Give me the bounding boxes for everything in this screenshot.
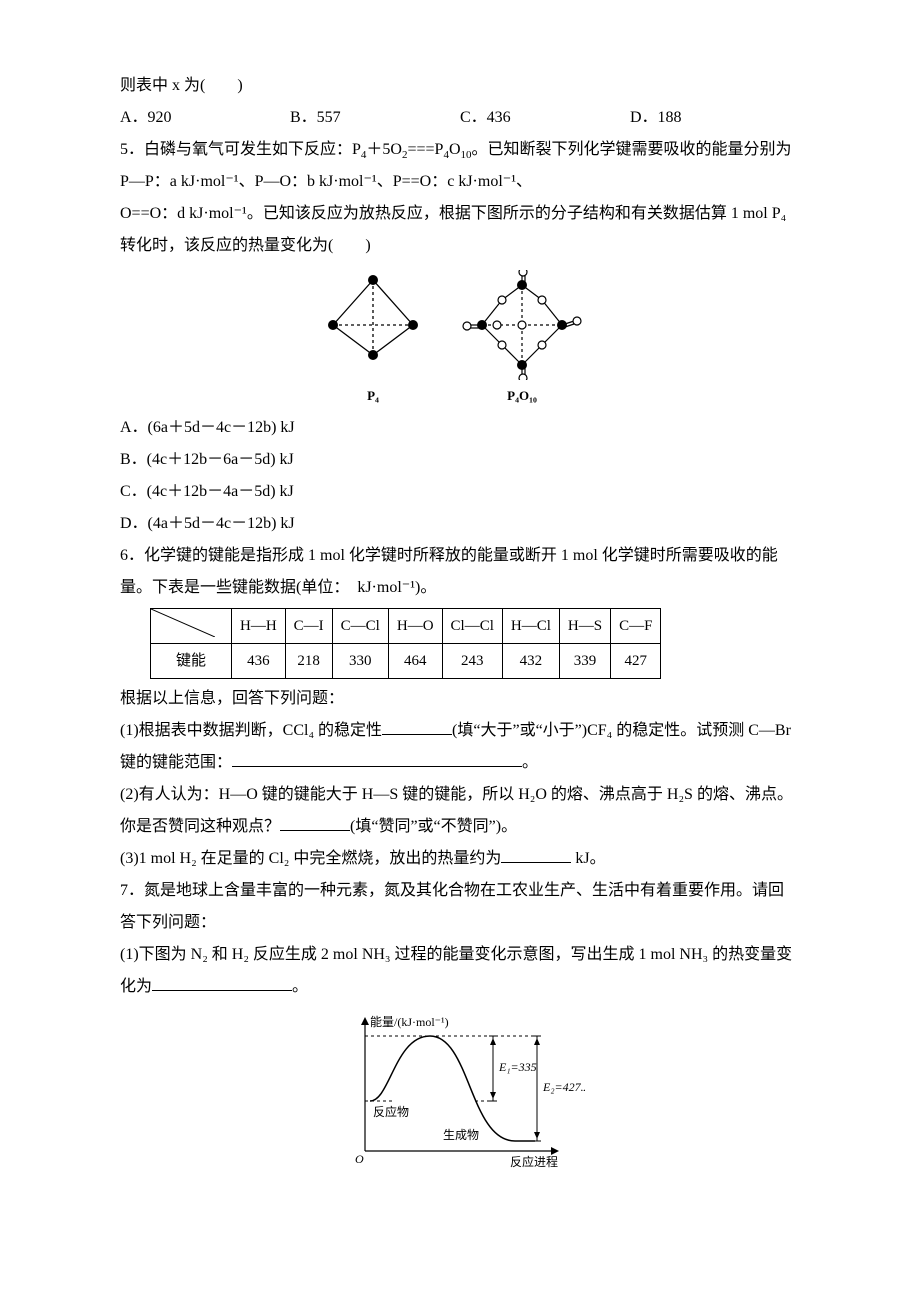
origin-label: O [355, 1152, 364, 1166]
table-data-row: 键能 436 218 330 464 243 432 339 427 [151, 644, 661, 679]
q5-opt-c: C．(4c＋12b－4a－5d) kJ [120, 476, 800, 508]
q6-p2: (2)有人认为：H—O 键的键能大于 H—S 键的键能，所以 H₂O 的熔、沸点… [120, 779, 800, 843]
q5-stem2: O==O：d kJ·mol⁻¹。已知该反应为放热反应，根据下图所示的分子结构和有… [120, 198, 800, 262]
e2-label: E₂=427.2 [542, 1080, 585, 1094]
q7-p1: (1)下图为 N₂ 和 H₂ 反应生成 2 mol NH₃ 过程的能量变化示意图… [120, 939, 800, 1003]
blank-5[interactable] [152, 974, 292, 991]
blank-4[interactable] [501, 846, 571, 863]
blank-1[interactable] [382, 718, 452, 735]
q5-stem: 5．白磷与氧气可发生如下反应：P4＋5O2===P4O10。已知断裂下列化学键需… [120, 134, 800, 198]
q4-options: A．920 B．557 C．436 D．188 [120, 102, 800, 134]
val-4: 243 [442, 644, 502, 679]
hdr-1: C—I [285, 609, 332, 644]
val-2: 330 [332, 644, 388, 679]
q7-chart: 能量/(kJ·mol⁻¹) E₁=335 E₂=427.2 反应物 生成物 反应… [120, 1011, 800, 1171]
val-5: 432 [502, 644, 559, 679]
val-1: 218 [285, 644, 332, 679]
q7-intro: 7．氮是地球上含量丰富的一种元素，氮及其化合物在工农业生产、生活中有着重要作用。… [120, 875, 800, 939]
reactant-label: 反应物 [373, 1104, 409, 1119]
q6-num: 6． [120, 547, 144, 564]
q6-table: H—H C—I C—Cl H—O Cl—Cl H—Cl H—S C—F 键能 4… [150, 608, 661, 679]
hdr-3: H—O [388, 609, 442, 644]
q6-intro: 6．化学键的键能是指形成 1 mol 化学键时所释放的能量或断开 1 mol 化… [120, 540, 800, 604]
val-0: 436 [232, 644, 286, 679]
e1-label: E₁=335 [498, 1060, 537, 1074]
q5-figure: P₄ P₄O₁₀ [120, 270, 800, 412]
fig-label-p4o10: P₄O₁₀ [437, 383, 607, 409]
hdr-7: C—F [611, 609, 661, 644]
xlabel: 反应进程 [510, 1154, 558, 1169]
val-6: 339 [559, 644, 610, 679]
hdr-0: H—H [232, 609, 286, 644]
p4-diagram [313, 270, 433, 380]
q4-opt-b: B．557 [290, 102, 460, 134]
q5-opt-b: B．(4c＋12b－6a－5d) kJ [120, 444, 800, 476]
q6-after-table: 根据以上信息，回答下列问题： [120, 683, 800, 715]
q4-tail-text: 则表中 x 为( ) [120, 77, 243, 94]
q6-p3: (3)1 mol H₂ 在足量的 Cl₂ 中完全燃烧，放出的热量约为 kJ。 [120, 843, 800, 875]
blank-3[interactable] [280, 814, 350, 831]
fig-label-p4: P₄ [313, 383, 433, 409]
q4-tail-prompt: 则表中 x 为( ) [120, 70, 800, 102]
ylabel: 能量/(kJ·mol⁻¹) [370, 1015, 449, 1029]
diag-cell [151, 609, 232, 644]
row-label: 键能 [151, 644, 232, 679]
q4-opt-a: A．920 [120, 102, 290, 134]
p4o10-diagram [437, 270, 607, 380]
q6-p1: (1)根据表中数据判断，CCl₄ 的稳定性(填“大于”或“小于”)CF₄ 的稳定… [120, 715, 800, 779]
val-3: 464 [388, 644, 442, 679]
q5-num: 5． [120, 141, 144, 158]
q4-opt-c: C．436 [460, 102, 630, 134]
product-label: 生成物 [443, 1128, 479, 1142]
hdr-6: H—S [559, 609, 610, 644]
hdr-5: H—Cl [502, 609, 559, 644]
q7-num: 7． [120, 882, 144, 899]
val-7: 427 [611, 644, 661, 679]
table-header-row: H—H C—I C—Cl H—O Cl—Cl H—Cl H—S C—F [151, 609, 661, 644]
hdr-2: C—Cl [332, 609, 388, 644]
q5-opt-d: D．(4a＋5d－4c－12b) kJ [120, 508, 800, 540]
q5-text1: 白磷与氧气可发生如下反应：P [144, 141, 361, 158]
hdr-4: Cl—Cl [442, 609, 502, 644]
q5-opt-a: A．(6a＋5d－4c－12b) kJ [120, 412, 800, 444]
blank-2[interactable] [232, 750, 522, 767]
q4-opt-d: D．188 [630, 102, 800, 134]
